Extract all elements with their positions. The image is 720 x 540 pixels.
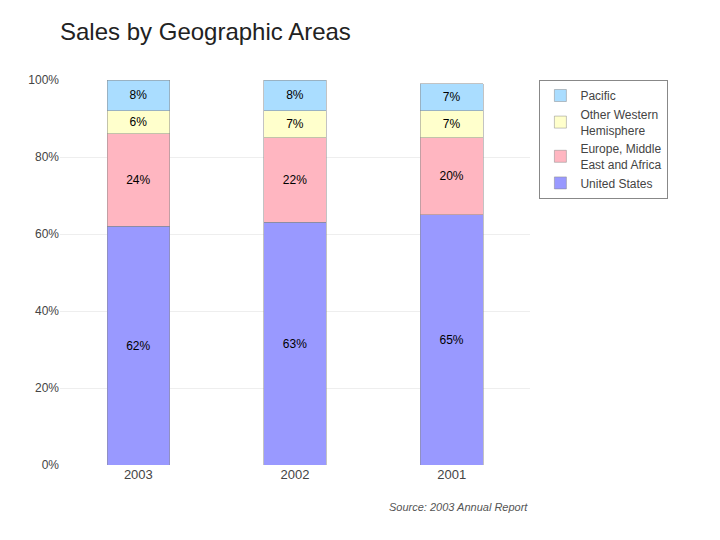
svg-text:8%: 8% — [129, 88, 147, 102]
svg-text:62%: 62% — [126, 339, 150, 353]
svg-text:Other WesternHemisphere: Other WesternHemisphere — [580, 108, 658, 138]
svg-text:8%: 8% — [286, 88, 304, 102]
svg-text:7%: 7% — [443, 90, 461, 104]
svg-text:24%: 24% — [126, 173, 150, 187]
svg-text:63%: 63% — [283, 337, 307, 351]
svg-text:60%: 60% — [35, 227, 59, 241]
svg-text:65%: 65% — [439, 333, 463, 347]
svg-text:6%: 6% — [129, 115, 147, 129]
svg-text:2003: 2003 — [124, 467, 153, 482]
svg-text:Sales by Geographic Areas: Sales by Geographic Areas — [60, 18, 351, 45]
svg-text:7%: 7% — [286, 117, 304, 131]
svg-text:40%: 40% — [35, 304, 59, 318]
svg-text:22%: 22% — [283, 173, 307, 187]
svg-text:7%: 7% — [443, 117, 461, 131]
svg-text:100%: 100% — [28, 73, 59, 87]
svg-text:Source: 2003 Annual Report: Source: 2003 Annual Report — [389, 501, 528, 513]
svg-text:2001: 2001 — [437, 467, 466, 482]
svg-text:United States: United States — [580, 177, 652, 191]
svg-text:20%: 20% — [35, 381, 59, 395]
svg-text:Europe, MiddleEast and Africa: Europe, MiddleEast and Africa — [580, 142, 661, 172]
svg-text:2002: 2002 — [281, 467, 310, 482]
svg-text:0%: 0% — [42, 458, 60, 472]
svg-text:20%: 20% — [439, 169, 463, 183]
svg-text:80%: 80% — [35, 150, 59, 164]
svg-text:Pacific: Pacific — [580, 89, 615, 103]
